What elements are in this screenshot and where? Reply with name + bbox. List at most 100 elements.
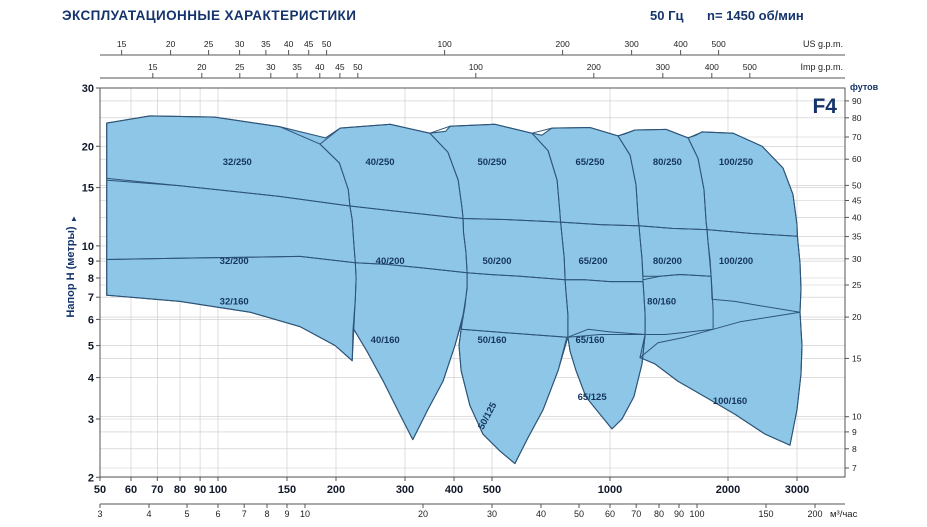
region-80/160	[642, 274, 714, 335]
svg-text:70: 70	[631, 509, 641, 519]
svg-text:4: 4	[146, 509, 151, 519]
region-label-50/160: 50/160	[477, 335, 506, 346]
region-label-40/160: 40/160	[371, 335, 400, 346]
svg-text:400: 400	[705, 62, 719, 72]
svg-text:4: 4	[88, 373, 95, 385]
svg-text:9: 9	[852, 427, 857, 437]
svg-text:70: 70	[852, 132, 862, 142]
svg-text:30: 30	[487, 509, 497, 519]
svg-text:3: 3	[88, 414, 94, 426]
region-label-32/160: 32/160	[220, 296, 249, 307]
svg-text:20: 20	[166, 39, 176, 49]
axis-feet: 90 80 70 60 50 45 40 35 30 25 20 15 10 9 8 7 футов	[845, 82, 879, 473]
svg-text:6: 6	[215, 509, 220, 519]
svg-text:50: 50	[94, 484, 106, 496]
svg-text:100: 100	[469, 62, 483, 72]
region-label-80/200: 80/200	[653, 256, 682, 267]
svg-text:5: 5	[88, 341, 94, 353]
plot-frame	[99, 87, 846, 478]
svg-text:2000: 2000	[716, 484, 740, 496]
axis-m3h: 3 4 5 6 7 8 9 10 20 30 40 50 60 70 80 90 100 150 200 м³/час	[97, 503, 858, 520]
svg-text:50: 50	[322, 39, 332, 49]
region-label-65/200: 65/200	[578, 256, 607, 267]
svg-text:400: 400	[445, 484, 463, 496]
svg-text:200: 200	[587, 62, 601, 72]
svg-text:35: 35	[261, 39, 271, 49]
svg-text:15: 15	[852, 353, 862, 363]
region-label-100/250: 100/250	[719, 157, 753, 168]
svg-text:8: 8	[88, 273, 94, 285]
svg-text:20: 20	[197, 62, 207, 72]
region-100/160	[639, 311, 803, 446]
axis-imp-gpm-unit: Imp g.p.m.	[800, 62, 843, 72]
svg-text:60: 60	[605, 509, 615, 519]
svg-text:40: 40	[315, 62, 325, 72]
svg-text:40: 40	[284, 39, 294, 49]
region-100/250	[687, 131, 798, 237]
up-arrow-icon: ▲	[70, 214, 78, 223]
svg-text:8: 8	[852, 444, 857, 454]
svg-text:8: 8	[264, 509, 269, 519]
svg-text:5: 5	[184, 509, 189, 519]
svg-text:30: 30	[852, 254, 862, 264]
svg-text:400: 400	[674, 39, 688, 49]
svg-text:15: 15	[117, 39, 127, 49]
y-axis-title: Напор Н (метры)	[65, 226, 77, 317]
svg-text:7: 7	[852, 463, 857, 473]
svg-text:200: 200	[807, 509, 822, 519]
svg-text:100: 100	[689, 509, 704, 519]
svg-text:10: 10	[300, 509, 310, 519]
svg-text:7: 7	[88, 292, 94, 304]
region-label-32/250: 32/250	[223, 157, 252, 168]
svg-text:45: 45	[335, 62, 345, 72]
region-label-65/125: 65/125	[578, 392, 608, 403]
svg-text:15: 15	[82, 183, 94, 195]
svg-text:70: 70	[151, 484, 163, 496]
svg-text:35: 35	[292, 62, 302, 72]
svg-text:100: 100	[209, 484, 227, 496]
svg-text:40: 40	[536, 509, 546, 519]
axis-meters: 30 20 15 10 9 8 7 6 5 4 3 2 Напор Н (метры) ▲	[65, 83, 100, 484]
svg-text:45: 45	[852, 196, 862, 206]
svg-text:15: 15	[148, 62, 158, 72]
frequency-label: 50 Гц	[650, 8, 684, 23]
svg-text:30: 30	[82, 83, 94, 95]
svg-text:100: 100	[438, 39, 452, 49]
svg-text:150: 150	[758, 509, 773, 519]
region-label-65/160: 65/160	[575, 335, 604, 346]
svg-text:9: 9	[88, 256, 94, 268]
region-label-80/160: 80/160	[647, 296, 676, 307]
svg-text:30: 30	[235, 39, 245, 49]
svg-text:150: 150	[278, 484, 296, 496]
svg-text:200: 200	[556, 39, 570, 49]
svg-text:50: 50	[353, 62, 363, 72]
svg-text:2: 2	[88, 472, 94, 484]
svg-text:300: 300	[656, 62, 670, 72]
envelope-silhouette	[106, 115, 803, 465]
svg-text:20: 20	[82, 141, 94, 153]
axis-feet-unit: футов	[850, 82, 879, 92]
svg-text:30: 30	[266, 62, 276, 72]
svg-text:1000: 1000	[598, 484, 622, 496]
svg-text:200: 200	[327, 484, 345, 496]
region-label-50/250: 50/250	[477, 157, 506, 168]
svg-text:500: 500	[712, 39, 726, 49]
svg-text:90: 90	[852, 96, 862, 106]
svg-text:7: 7	[242, 509, 247, 519]
svg-text:80: 80	[174, 484, 186, 496]
svg-text:90: 90	[674, 509, 684, 519]
series-badge: F4	[812, 95, 837, 118]
region-label-65/250: 65/250	[575, 157, 604, 168]
svg-text:10: 10	[852, 412, 862, 422]
svg-text:20: 20	[852, 312, 862, 322]
region-labels: 32/250 40/250 50/250 65/250 80/250 100/250 32/…	[220, 157, 754, 431]
svg-text:300: 300	[396, 484, 414, 496]
region-label-100/200: 100/200	[719, 256, 753, 267]
region-label-100/160: 100/160	[713, 396, 747, 407]
region-label-80/250: 80/250	[653, 157, 682, 168]
axis-us-gpm: 15 20 25 30 35 40 45 50 100 200 300 400 500 US g.p.m.	[100, 39, 845, 56]
region-65/125	[567, 334, 646, 430]
region-label-40/200: 40/200	[376, 256, 405, 267]
